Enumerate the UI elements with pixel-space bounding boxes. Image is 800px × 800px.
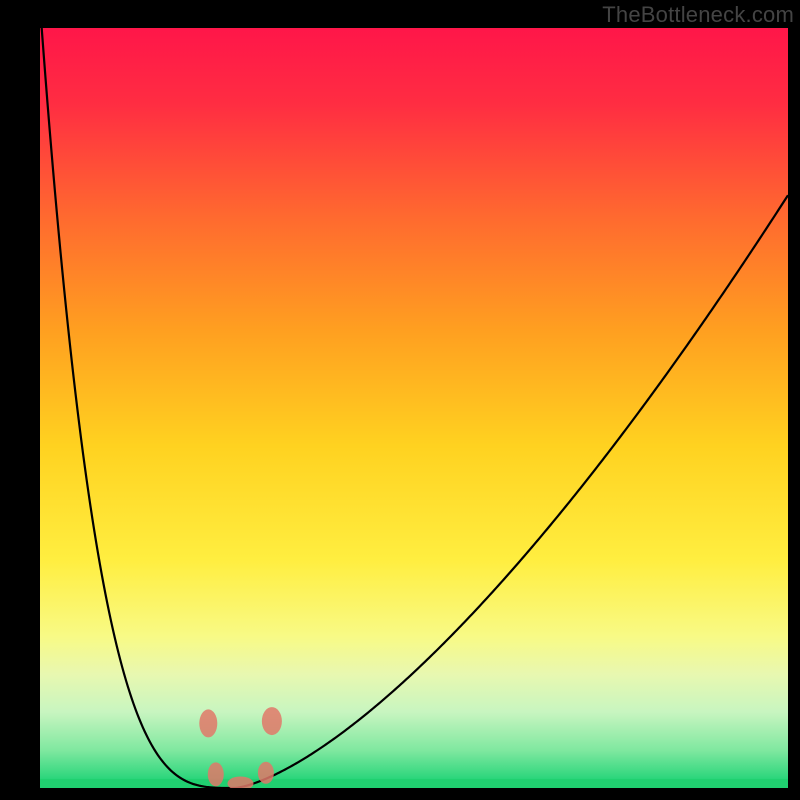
curve-marker-2 (227, 776, 253, 790)
curve-marker-0 (199, 709, 217, 737)
curve-marker-1 (208, 762, 224, 786)
gradient-background (40, 28, 788, 788)
bottleneck-chart (0, 0, 800, 800)
bottom-green-band (40, 779, 788, 788)
chart-stage: TheBottleneck.com (0, 0, 800, 800)
curve-marker-4 (262, 707, 282, 735)
curve-marker-3 (258, 762, 274, 784)
